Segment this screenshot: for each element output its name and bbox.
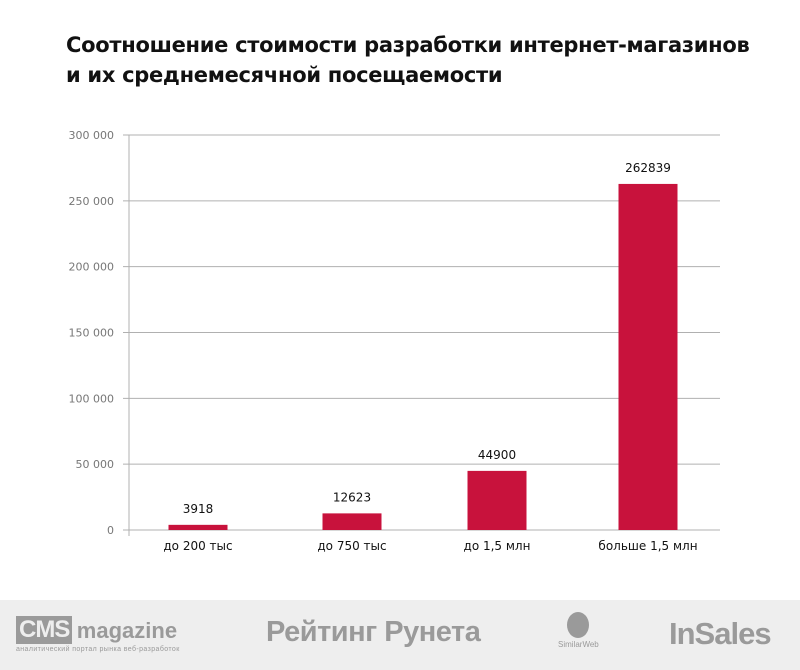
similarweb-text: SimilarWeb <box>558 640 599 649</box>
x-tick-label: до 200 тыс <box>163 539 232 553</box>
bar <box>168 524 228 530</box>
x-tick-label: до 750 тыс <box>317 539 386 553</box>
y-tick-label: 100 000 <box>69 392 115 405</box>
cms-logo-text: CMS <box>16 616 73 644</box>
title-line-1: Соотношение стоимости разработки интерне… <box>66 33 750 57</box>
y-tick-label: 150 000 <box>69 327 115 340</box>
chart-title: Соотношение стоимости разработки интерне… <box>66 30 750 90</box>
cms-magazine-logo: CMS magazine аналитический портал рынка … <box>16 616 180 653</box>
data-label: 44900 <box>478 448 516 462</box>
bar <box>322 513 382 530</box>
x-tick-label: больше 1,5 млн <box>598 539 697 553</box>
x-tick-label: до 1,5 млн <box>464 539 531 553</box>
similarweb-logo: SimilarWeb <box>558 612 599 649</box>
similarweb-icon <box>567 612 590 638</box>
y-tick-label: 300 000 <box>69 129 115 142</box>
y-tick-label: 50 000 <box>76 458 115 471</box>
y-tick-label: 250 000 <box>69 195 115 208</box>
data-label: 262839 <box>625 161 671 175</box>
bar <box>467 470 527 530</box>
title-line-2: и их среднемесячной посещаемости <box>66 63 503 87</box>
y-tick-label: 0 <box>107 524 114 537</box>
bar-chart: 0 50 000 100 000 150 000 200 000 250 000 300 0… <box>69 129 720 553</box>
cms-tagline: аналитический портал рынка веб-разработо… <box>16 646 180 653</box>
footer-logos: CMS magazine аналитический портал рынка … <box>0 600 800 670</box>
y-tick-label: 200 000 <box>69 261 115 274</box>
rating-runeta-logo: Рейтинг Рунета <box>266 616 481 648</box>
cms-magazine-text: magazine <box>76 618 178 643</box>
insales-logo: InSales <box>669 616 772 651</box>
data-label: 12623 <box>333 490 371 504</box>
bar <box>618 183 678 530</box>
data-label: 3918 <box>183 502 214 516</box>
